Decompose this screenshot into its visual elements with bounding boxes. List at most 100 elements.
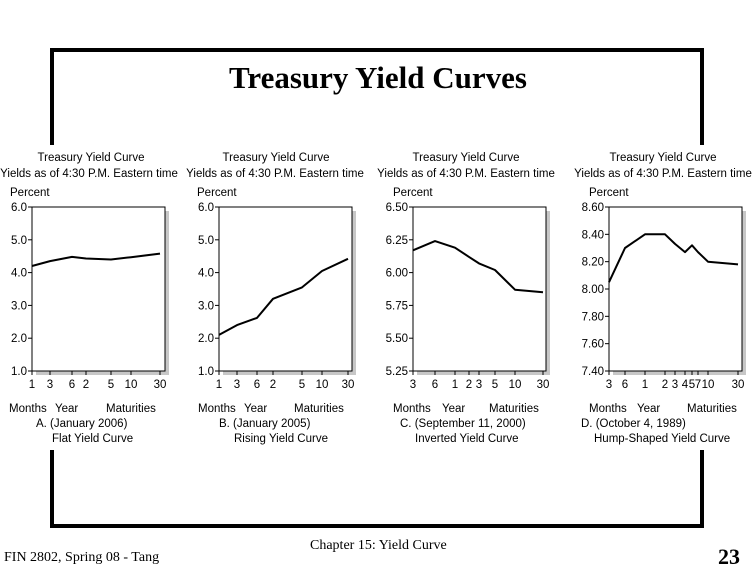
x-group-months: Months <box>9 403 47 415</box>
chart-title: Treasury Yield Curve <box>413 152 520 164</box>
y-tick-label: 6.0 <box>198 202 214 214</box>
x-tick-label: 1 <box>642 379 648 391</box>
footer-chapter: Chapter 15: Yield Curve <box>310 538 447 553</box>
chart-subtitle: Yields as of 4:30 P.M. Eastern time <box>377 168 555 180</box>
chart-subtitle: Yields as of 4:30 P.M. Eastern time <box>574 168 752 180</box>
x-group-months: Months <box>589 403 627 415</box>
x-tick-label: 1 <box>216 379 222 391</box>
chart-panel-d: Treasury Yield Curve Yields as of 4:30 P… <box>571 145 756 450</box>
y-tick-label: 5.0 <box>11 235 27 247</box>
x-tick-label: 3 <box>476 379 482 391</box>
x-tick-label: 5 <box>108 379 114 391</box>
x-tick-label: 6 <box>69 379 75 391</box>
x-tick-label: 3 <box>47 379 53 391</box>
x-tick-label: 30 <box>732 379 745 391</box>
x-tick-label: 2 <box>466 379 472 391</box>
plot-frame <box>412 206 547 372</box>
x-tick-label: 10 <box>316 379 329 391</box>
curve-name: Inverted Yield Curve <box>415 433 519 445</box>
chart-caption: C. (September 11, 2000) <box>400 418 526 430</box>
y-tick-label: 7.80 <box>582 311 604 323</box>
x-group-maturities: Maturities <box>294 403 344 415</box>
x-tick-label: 3 <box>672 379 678 391</box>
y-tick-label: 8.00 <box>582 284 604 296</box>
x-group-months: Months <box>393 403 431 415</box>
y-tick-label: 7.40 <box>582 366 604 378</box>
x-group-months: Months <box>198 403 236 415</box>
y-axis-label: Percent <box>197 187 237 199</box>
y-tick-label: 5.0 <box>198 235 214 247</box>
x-tick-label: 2 <box>662 379 668 391</box>
x-tick-label: 6 <box>432 379 438 391</box>
page-number: 23 <box>718 544 740 569</box>
y-tick-label: 6.0 <box>11 202 27 214</box>
x-group-year: Year <box>244 403 267 415</box>
y-tick-label: 5.25 <box>386 366 408 378</box>
y-axis-label: Percent <box>10 187 50 199</box>
curve-name: Flat Yield Curve <box>52 433 133 445</box>
chart-title: Treasury Yield Curve <box>223 152 330 164</box>
x-tick-label: 6 <box>254 379 260 391</box>
x-group-maturities: Maturities <box>106 403 156 415</box>
y-tick-label: 8.40 <box>582 229 604 241</box>
chart-title: Treasury Yield Curve <box>610 152 717 164</box>
chart-panel-a: Treasury Yield Curve Yields as of 4:30 P… <box>0 145 188 450</box>
y-tick-label: 5.50 <box>386 333 408 345</box>
y-tick-label: 3.0 <box>198 300 214 312</box>
slide-title: Treasury Yield Curves <box>229 60 527 95</box>
y-tick-label: 5.75 <box>386 300 408 312</box>
x-group-maturities: Maturities <box>687 403 737 415</box>
chart-subtitle: Yields as of 4:30 P.M. Eastern time <box>0 168 178 180</box>
plot-area: 8.608.408.208.007.807.607.403 6 1 2 3 4 5 7 10 30 <box>582 202 746 391</box>
x-tick-label: 30 <box>537 379 550 391</box>
x-tick-label: 10 <box>509 379 522 391</box>
y-tick-label: 6.25 <box>386 235 408 247</box>
y-tick-label: 2.0 <box>11 333 27 345</box>
x-group-maturities: Maturities <box>489 403 539 415</box>
x-tick-label: 30 <box>154 379 167 391</box>
y-tick-label: 6.00 <box>386 268 408 280</box>
y-tick-label: 1.0 <box>11 366 27 378</box>
x-group-year: Year <box>637 403 660 415</box>
x-tick-label: 6 <box>622 379 628 391</box>
y-tick-label: 1.0 <box>198 366 214 378</box>
chart-subtitle: Yields as of 4:30 P.M. Eastern time <box>186 168 364 180</box>
y-tick-label: 4.0 <box>11 268 27 280</box>
chart-b-svg: Treasury Yield Curve Yields as of 4:30 P… <box>186 152 364 445</box>
x-tick-label: 30 <box>342 379 355 391</box>
x-tick-label: 3 <box>410 379 416 391</box>
plot-frame <box>218 206 353 372</box>
yield-curve-panels: Treasury Yield Curve Yields as of 4:30 P… <box>0 145 756 450</box>
y-tick-label: 8.60 <box>582 202 604 214</box>
yield-curve-line <box>218 257 349 336</box>
chart-title: Treasury Yield Curve <box>38 152 145 164</box>
x-tick-label: 10 <box>125 379 138 391</box>
yield-curve-line <box>412 240 544 294</box>
x-tick-label: 2 <box>270 379 276 391</box>
y-axis-label: Percent <box>589 187 629 199</box>
plot-area: 6.0 5.0 4.0 3.0 2.0 1.01 3 6 2 5 10 30 <box>11 202 169 391</box>
x-tick-label: 3 <box>606 379 612 391</box>
y-tick-label: 7.60 <box>582 339 604 351</box>
chart-panel-c: Treasury Yield Curve Yields as of 4:30 P… <box>377 145 563 450</box>
curve-name: Hump-Shaped Yield Curve <box>594 433 730 445</box>
yield-curve-line <box>608 233 739 283</box>
chart-caption: B. (January 2005) <box>219 418 311 430</box>
y-axis-label: Percent <box>393 187 433 199</box>
chart-caption: D. (October 4, 1989) <box>581 418 686 430</box>
x-group-year: Year <box>442 403 465 415</box>
x-tick-label: 4 <box>682 379 689 391</box>
y-tick-label: 6.50 <box>386 202 408 214</box>
curve-name: Rising Yield Curve <box>234 433 328 445</box>
footer-course: FIN 2802, Spring 08 - Tang <box>4 550 160 565</box>
x-tick-label: 3 <box>234 379 240 391</box>
chart-caption: A. (January 2006) <box>36 418 128 430</box>
x-tick-label: 5 <box>492 379 498 391</box>
x-group-year: Year <box>55 403 78 415</box>
plot-frame <box>31 206 166 372</box>
chart-c-svg: Treasury Yield Curve Yields as of 4:30 P… <box>377 152 555 445</box>
x-tick-label: 7 <box>695 379 701 391</box>
y-tick-label: 3.0 <box>11 300 27 312</box>
x-tick-label: 2 <box>83 379 89 391</box>
x-tick-label: 5 <box>299 379 305 391</box>
